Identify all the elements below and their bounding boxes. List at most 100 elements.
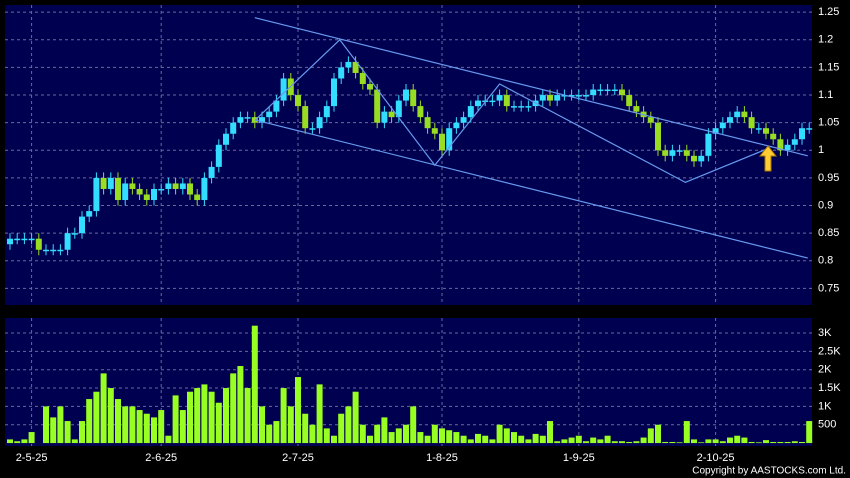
volume-bar <box>302 413 309 444</box>
y-tick-label: 1.25 <box>818 6 839 18</box>
candle-body <box>676 150 683 152</box>
volume-bar <box>244 388 251 444</box>
volume-bar <box>604 435 611 444</box>
candle-body <box>611 89 618 92</box>
candle-body <box>460 117 467 123</box>
candle-body <box>302 106 309 129</box>
volume-bar <box>28 432 35 444</box>
volume-bar <box>223 388 229 444</box>
volume-bar <box>511 432 517 444</box>
volume-bar <box>619 441 625 444</box>
candle-body <box>273 100 280 112</box>
candle-body <box>345 61 352 68</box>
volume-bar <box>201 384 208 444</box>
volume-bar <box>251 325 258 444</box>
volume-bar <box>43 406 49 444</box>
volume-bar <box>230 373 237 444</box>
volume-bar <box>741 437 748 444</box>
volume-bar <box>14 441 21 444</box>
candle-body <box>237 117 244 123</box>
candle-body <box>331 78 337 107</box>
volume-bar <box>273 421 280 444</box>
candle-body <box>165 183 172 189</box>
candle-body <box>71 233 78 235</box>
volume-bar <box>763 440 769 444</box>
volume-bar <box>539 435 546 444</box>
volume-bar <box>359 424 366 444</box>
candle-body <box>143 194 150 201</box>
candle-body <box>424 117 431 129</box>
candle-body <box>107 177 114 189</box>
y-tick-label: 0.8 <box>818 255 833 267</box>
y-tick-label: 1.15 <box>818 61 839 73</box>
volume-bar <box>719 441 726 444</box>
candle-body <box>619 89 625 96</box>
volume-bar <box>755 442 762 444</box>
candle-body <box>539 95 546 101</box>
candle-body <box>791 139 798 145</box>
volume-bar <box>784 441 791 444</box>
volume-bar <box>215 402 222 444</box>
y-tick-label: 1.2 <box>818 34 833 46</box>
candle-body <box>633 106 640 112</box>
x-tick-label: 1-9-25 <box>563 452 595 464</box>
candle-body <box>338 67 345 79</box>
volume-bar <box>388 432 395 444</box>
volume-bar <box>367 435 373 444</box>
candle-body <box>604 89 611 92</box>
candle-body <box>7 238 13 245</box>
candle-body <box>518 106 525 108</box>
volume-tick-label: 1K <box>818 400 832 412</box>
volume-bar <box>503 428 510 444</box>
candle-body <box>741 111 748 118</box>
volume-bar <box>777 441 784 444</box>
candle-body <box>14 238 21 241</box>
candle-body <box>561 95 568 97</box>
volume-bar <box>683 421 690 444</box>
candle-body <box>719 122 726 129</box>
candle-body <box>734 111 741 118</box>
volume-bar <box>482 435 489 444</box>
candle-body <box>655 122 661 151</box>
candle-body <box>230 122 237 134</box>
signal-arrow <box>758 145 778 172</box>
volume-bar <box>727 437 733 444</box>
volume-bar <box>453 432 460 444</box>
volume-bar <box>187 391 193 444</box>
candle-body <box>705 133 712 156</box>
candle-body <box>403 89 409 101</box>
volume-bar <box>179 410 186 444</box>
candle-body <box>662 150 669 156</box>
volume-bar <box>194 388 201 444</box>
candle-body <box>503 95 510 107</box>
volume-bar <box>676 442 683 444</box>
volume-bar <box>554 441 561 444</box>
plot-layer: 0.75 0.8 0.85 0.9 0.95 1 1.05 1.1 1.15 1.2 1.25 500… <box>5 5 841 464</box>
volume-bar <box>323 428 330 444</box>
volume-bar <box>547 421 553 444</box>
volume-bar <box>417 432 424 444</box>
trendline <box>254 17 808 157</box>
candle-body <box>511 106 517 108</box>
volume-bar <box>770 441 777 444</box>
volume-bar <box>345 406 352 444</box>
volume-bar <box>21 439 28 444</box>
candle-body <box>698 155 705 162</box>
candle-body <box>727 117 733 123</box>
volume-bar <box>460 435 467 444</box>
volume-bar <box>122 406 129 444</box>
candle-body <box>115 177 121 201</box>
volume-bar <box>655 424 661 444</box>
candle-body <box>158 188 165 191</box>
candle-body <box>453 122 460 129</box>
volume-bar <box>79 421 85 444</box>
candle-body <box>669 150 676 156</box>
candle-body <box>93 177 100 212</box>
candle-body <box>223 133 229 145</box>
volume-bar <box>791 441 798 444</box>
volume-bar <box>583 441 589 444</box>
candle-body <box>352 61 359 73</box>
candle-body <box>683 150 690 156</box>
y-tick-label: 0.9 <box>818 199 833 211</box>
volume-bar <box>439 428 445 444</box>
